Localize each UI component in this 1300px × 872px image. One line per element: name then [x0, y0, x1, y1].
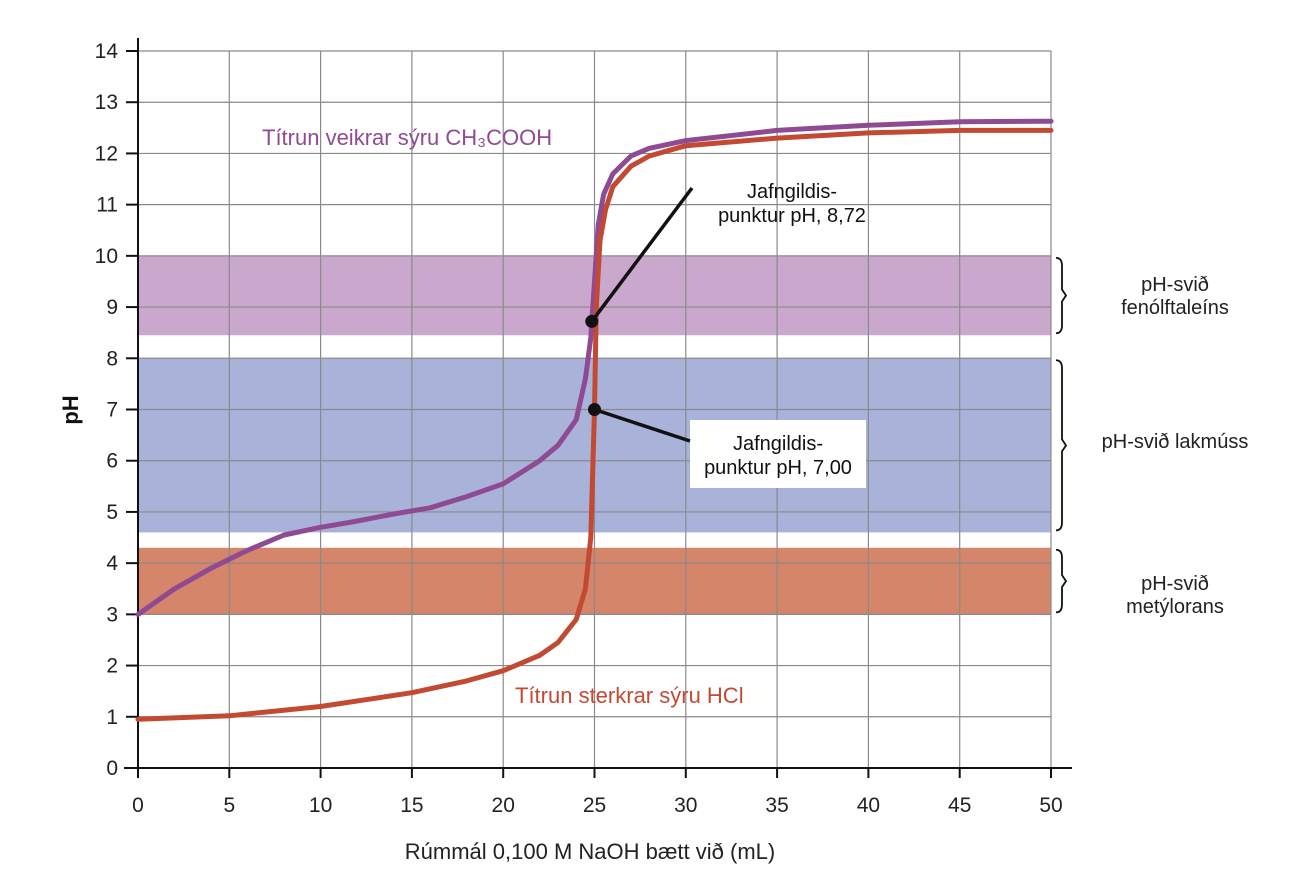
- annotation-text: Jafngildis-: [733, 433, 823, 455]
- y-tick-label: 7: [106, 399, 118, 422]
- annotation-leader: [590, 186, 694, 323]
- y-tick-label: 11: [96, 194, 118, 217]
- series: Títrun veikrar sýru CH₃COOH Títrun sterkr…: [135, 118, 1054, 722]
- x-tick-label: 50: [1039, 794, 1062, 817]
- y-tick-label: 2: [106, 655, 118, 678]
- range-bracket: [1055, 548, 1068, 614]
- band-label: fenólftaleíns: [1121, 297, 1229, 319]
- annotation-box: [690, 420, 866, 488]
- annotation-text: Jafngildis-: [747, 181, 837, 203]
- x-tick-label: 30: [674, 794, 697, 817]
- x-axis-title: Rúmmál 0,100 M NaOH bætt við (mL): [405, 839, 775, 864]
- equivalence-point-marker: [588, 403, 601, 416]
- x-tick-label: 10: [309, 794, 332, 817]
- range-bracket: [1055, 256, 1068, 335]
- annotation-leader: [593, 407, 691, 443]
- x-tick-label: 15: [400, 794, 423, 817]
- band-label: pH-svið lakmúss: [1102, 431, 1249, 453]
- equivalence-point-marker: [585, 314, 599, 328]
- y-axis-title: pH: [58, 395, 83, 424]
- x-tick-label: 40: [857, 794, 880, 817]
- y-tick-label: 5: [106, 501, 118, 524]
- y-tick-label: 6: [106, 450, 118, 473]
- band-label: metýlorans: [1126, 596, 1224, 618]
- x-tick-label: 35: [765, 794, 788, 817]
- annotation-text: punktur pH, 8,72: [718, 205, 866, 227]
- y-tick-label: 4: [106, 552, 118, 575]
- y-tick-label: 1: [106, 706, 118, 729]
- band-label: pH-svið: [1141, 274, 1209, 296]
- y-tick-label: 12: [95, 142, 118, 165]
- x-tick-label: 0: [132, 794, 144, 817]
- x-tick-label: 45: [948, 794, 971, 817]
- x-tick-label: 5: [223, 794, 235, 817]
- annotations: Jafngildis-punktur pH, 8,72Jafngildis-pu…: [585, 181, 866, 488]
- x-tick-label: 25: [583, 794, 606, 817]
- band-label: pH-svið: [1141, 573, 1209, 595]
- y-tick-label: 0: [106, 757, 118, 780]
- axes: [124, 38, 1072, 769]
- series-line: [135, 118, 1054, 617]
- y-tick-label: 8: [106, 347, 118, 370]
- y-tick-label: 13: [95, 91, 118, 114]
- y-tick-label: 9: [106, 296, 118, 319]
- y-tick-label: 3: [106, 603, 118, 626]
- series-label: Títrun veikrar sýru CH₃COOH: [262, 125, 552, 150]
- range-bracket: [1055, 359, 1068, 532]
- series-label: Títrun sterkrar sýru HCl: [515, 683, 744, 708]
- y-tick-label: 10: [95, 245, 118, 268]
- annotation-text: punktur pH, 7,00: [704, 457, 852, 479]
- y-tick-label: 14: [95, 40, 119, 63]
- x-tick-label: 20: [492, 794, 515, 817]
